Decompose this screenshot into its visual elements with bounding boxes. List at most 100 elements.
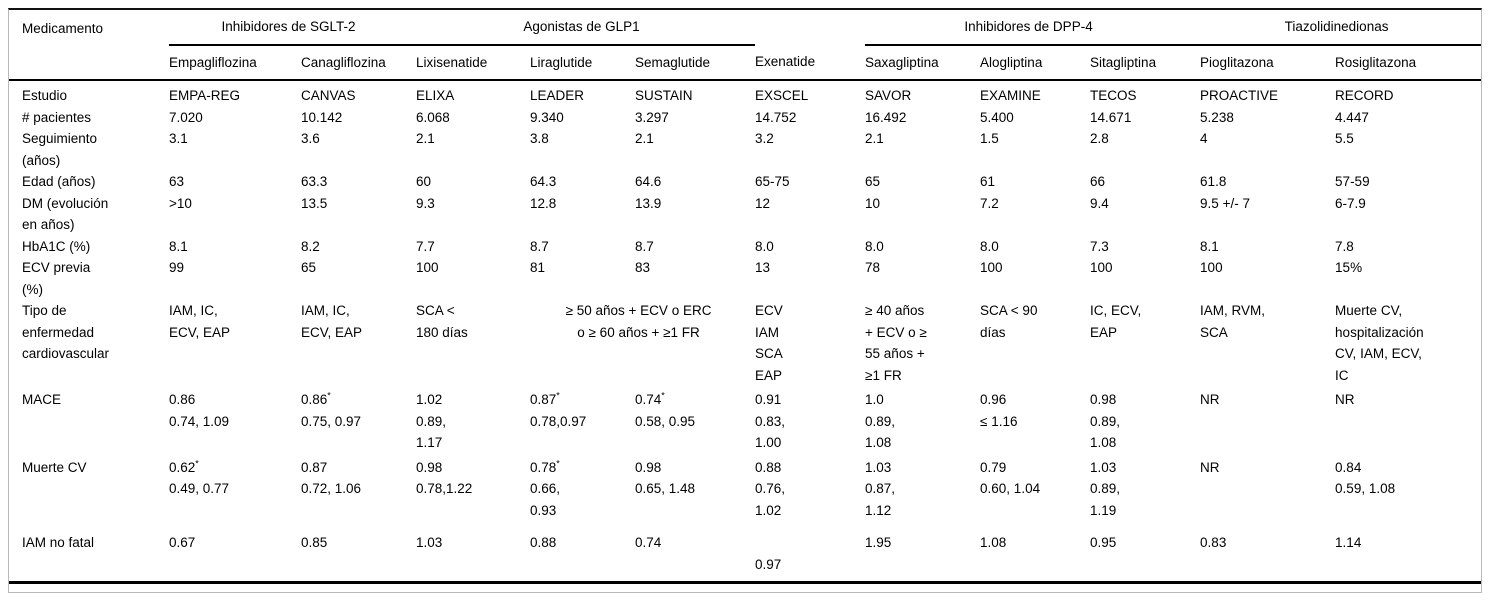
cell-line: ≤ 1.16 (980, 413, 1018, 429)
cell-line: 2.1 (865, 131, 884, 146)
data-cell: SCA < 90 días (980, 300, 1090, 386)
group-header-row: Medicamento Inhibidores de SGLT-2 Agonista… (9, 10, 1482, 81)
cell-line: 1.08 (980, 535, 1007, 550)
drug-class-header: Inhibidores de DPP-4 (865, 10, 1201, 46)
cell-line: 0.98 (635, 459, 662, 475)
cell-line: ELIXA (416, 88, 455, 103)
cell-line: 3.297 (635, 109, 669, 125)
cell-line: Exenatide (755, 54, 816, 70)
cell-line: 0.49, 0.77 (169, 481, 230, 496)
drug-class-header: Inhibidores de SGLT-2 (169, 10, 417, 46)
cell-line: 55 años + (865, 346, 925, 361)
data-cell: 1.02 0.89, 1.17 (416, 386, 530, 454)
data-cell: 57-59 (1335, 171, 1481, 193)
cell-line: 64.3 (530, 174, 557, 189)
cell-line: días (980, 324, 1006, 340)
drug-header-row: Empagliflozina Canagliflozina Lixisenatide… (9, 45, 1482, 81)
drug-column-header: Saxagliptina (865, 45, 981, 81)
data-cell: 8.1 (169, 236, 301, 258)
cell-line: enfermedad (22, 324, 95, 340)
data-cell: RECORD (1335, 80, 1481, 107)
table-row: Tipo de enfermedad cardiovascular IAM, IC, E… (9, 300, 1481, 386)
cell-line: 14.671 (1090, 109, 1132, 125)
data-cell: 0.85 (301, 521, 417, 584)
cell-line: 8.0 (865, 238, 884, 254)
table-row: Estudio EMPA-REG CANVAS ELIXA LEADER SUSTAIN E… (9, 80, 1481, 107)
data-cell: 60 (416, 171, 530, 193)
data-cell: 4.447 (1335, 107, 1481, 129)
cell-line: IC (1335, 367, 1349, 383)
cell-line: 0.89, (416, 413, 447, 429)
cell-line: 0.87* (530, 390, 560, 407)
drug-column-header: Liraglutide (530, 45, 636, 81)
cell-line: 1.5 (980, 131, 999, 146)
cell-line: 0.87, (865, 481, 896, 496)
cell-line: Empagliflozina (169, 54, 257, 70)
cell-line: 81 (530, 260, 546, 275)
cell-line: 0.62* (169, 458, 199, 475)
cell-line: 0.76, (755, 481, 786, 496)
data-cell: 15% (1335, 257, 1481, 300)
significance-asterisk: * (556, 458, 560, 468)
data-cell: NR (1200, 454, 1335, 522)
cell-line: NR (1335, 392, 1355, 407)
cell-line: 1.14 (1335, 535, 1362, 550)
cell-line: 100 (416, 260, 439, 275)
data-cell: ECV IAM SCA EAP (755, 300, 865, 386)
data-cell: 9.5 +/- 7 (1200, 193, 1335, 236)
cell-line: IC, ECV, (1090, 303, 1142, 318)
cell-line: 0.67 (169, 535, 196, 550)
row-label: IAM no fatal (9, 521, 169, 584)
cell-line: Medicamento (22, 21, 104, 36)
cell-line: 0.59, 1.08 (1335, 481, 1396, 496)
cell-line: Lixisenatide (416, 54, 488, 70)
cell-line: 65-75 (755, 174, 790, 189)
data-cell: 6.068 (416, 107, 530, 129)
cell-line: 100 (1090, 260, 1113, 275)
data-cell: 100 (1200, 257, 1335, 300)
drug-column-header: Canagliflozina (301, 45, 417, 81)
data-cell: 14.752 (755, 107, 865, 129)
data-cell: 0.96 ≤ 1.16 (980, 386, 1090, 454)
data-cell: 100 (416, 257, 530, 300)
data-cell: Muerte CV, hospitalización CV, IAM, ECV, IC (1335, 300, 1481, 386)
cell-line: 0.88 (755, 459, 782, 475)
data-cell: NR (1335, 386, 1481, 454)
data-cell: 1.08 (980, 521, 1091, 584)
cell-line: IAM (755, 324, 780, 340)
cell-line: SCA < (416, 303, 455, 318)
cell-line: 64.6 (635, 174, 662, 189)
cell-line: 14.752 (755, 109, 797, 125)
data-cell: 64.6 (635, 171, 755, 193)
data-cell: 14.671 (1090, 107, 1200, 129)
cell-line: SAVOR (865, 88, 912, 103)
cell-line: 66 (1090, 174, 1106, 189)
data-cell: 7.2 (980, 193, 1090, 236)
drug-column-header: Lixisenatide (416, 45, 531, 81)
data-cell: 13.5 (301, 193, 416, 236)
data-cell: 64.3 (530, 171, 635, 193)
cell-line: Canagliflozina (301, 54, 386, 70)
cell-line: 9.340 (530, 109, 564, 125)
cell-line: + ECV o ≥ (865, 324, 927, 340)
data-cell: 4 (1200, 128, 1335, 171)
data-cell: 0.91 0.83, 1.00 (755, 386, 865, 454)
data-cell: 9.340 (530, 107, 635, 129)
cell-line: 12 (755, 195, 771, 211)
row-label: Muerte CV (9, 454, 169, 522)
data-cell: 1.0 0.89, 1.08 (865, 386, 980, 454)
cell-line: 0.74 (635, 535, 662, 550)
cell-line: 0.84 (1335, 459, 1362, 475)
cell-line: 16.492 (865, 109, 907, 125)
cell-line: 180 días (416, 324, 468, 340)
data-cell: IAM, RVM, SCA (1200, 300, 1335, 386)
row-label: # pacientes (9, 107, 169, 129)
row-label: HbA1C (%) (9, 236, 169, 258)
data-cell: IAM, IC, ECV, EAP (169, 300, 301, 386)
data-cell: 2.8 (1090, 128, 1200, 171)
cell-line (755, 532, 857, 554)
row-label: Edad (años) (9, 171, 169, 193)
data-cell: SCA < 180 días (416, 300, 530, 386)
cell-line: 1.95 (865, 535, 892, 550)
data-cell: 0.74* 0.58, 0.95 (635, 386, 755, 454)
